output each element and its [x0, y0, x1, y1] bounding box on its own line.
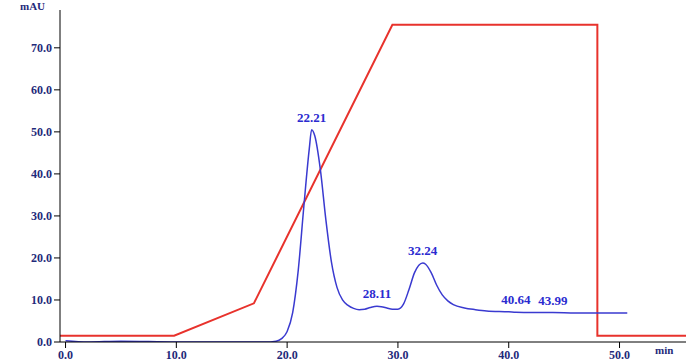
svg-text:28.11: 28.11: [363, 286, 392, 301]
svg-text:10.0: 10.0: [166, 348, 187, 362]
svg-text:50.0: 50.0: [609, 348, 630, 362]
svg-text:70.0: 70.0: [31, 41, 52, 55]
svg-text:40.0: 40.0: [498, 348, 519, 362]
svg-text:0.0: 0.0: [37, 335, 52, 349]
svg-text:40.64: 40.64: [501, 292, 531, 307]
html-text:mAU: mAU: [20, 0, 46, 12]
svg-text:50.0: 50.0: [31, 125, 52, 139]
svg-text:10.0: 10.0: [31, 293, 52, 307]
svg-text:40.0: 40.0: [31, 167, 52, 181]
svg-text:20.0: 20.0: [277, 348, 298, 362]
svg-text:30.0: 30.0: [387, 348, 408, 362]
svg-text:22.21: 22.21: [297, 110, 326, 125]
svg-text:0.0: 0.0: [58, 348, 73, 362]
svg-text:32.24: 32.24: [408, 243, 438, 258]
html-text:min: min: [655, 344, 674, 356]
svg-text:43.99: 43.99: [538, 293, 568, 308]
svg-text:60.0: 60.0: [31, 83, 52, 97]
svg-text:20.0: 20.0: [31, 251, 52, 265]
svg-text:30.0: 30.0: [31, 209, 52, 223]
